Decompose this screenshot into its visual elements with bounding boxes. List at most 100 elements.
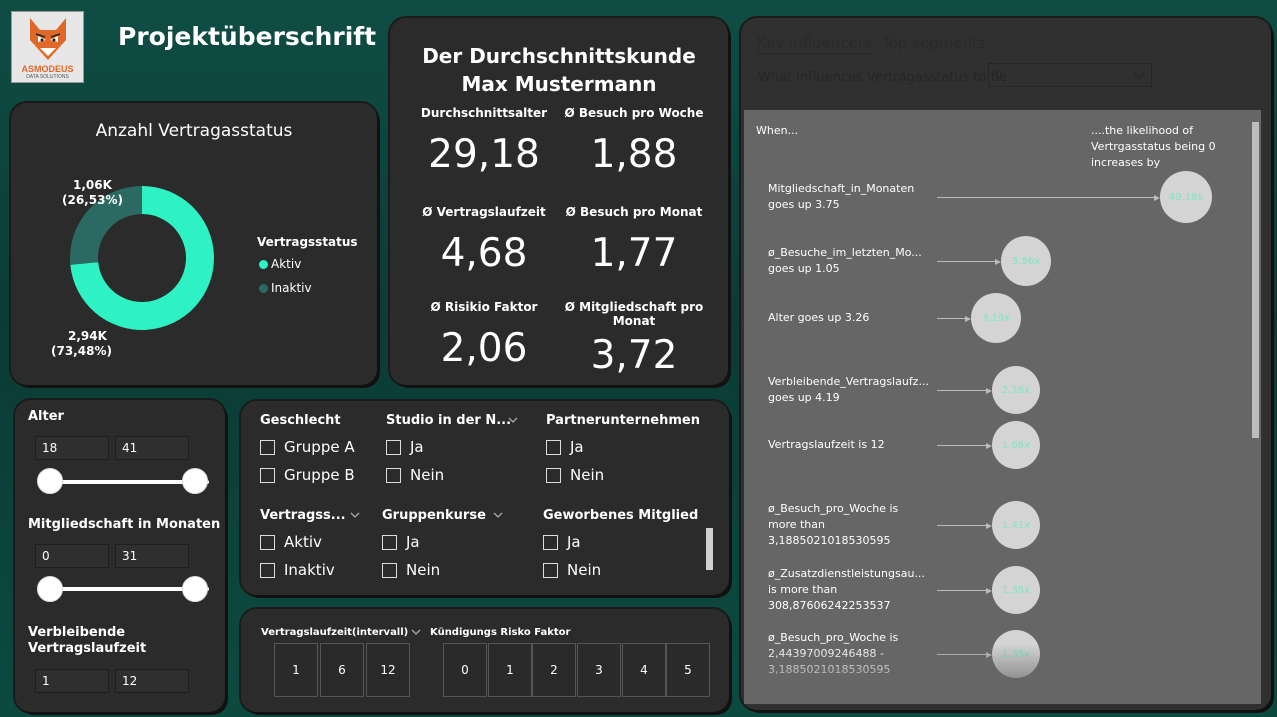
alter-max-input[interactable]: 41 xyxy=(115,436,189,460)
checkbox[interactable] xyxy=(382,534,397,550)
legend-item-inaktiv[interactable]: Inaktiv xyxy=(259,281,312,295)
filter-option-gruppe-b[interactable]: Gruppe B xyxy=(260,466,355,484)
ki-influencer-label[interactable]: Alter goes up 3.26 xyxy=(768,310,928,326)
tile-risiko-4[interactable]: 4 xyxy=(622,643,666,697)
tile-risiko-0[interactable]: 0 xyxy=(443,643,487,697)
ki-influencer-text: ø_Besuch_pro_Woche is xyxy=(768,631,899,644)
ki-influencer-label[interactable]: Verbleibende_Vertragslaufz...goes up 4.1… xyxy=(768,374,929,406)
kpi-value-membership: 3,72 xyxy=(590,333,678,378)
checkbox[interactable] xyxy=(543,534,558,550)
ki-influence-bubble[interactable]: 1,38x xyxy=(992,566,1040,614)
legend-dot-aktiv xyxy=(259,259,268,269)
filter-option-kurse-nein[interactable]: Nein xyxy=(382,561,440,579)
verbleibend-min-input[interactable]: 1 xyxy=(35,669,109,693)
ki-influencer-text: goes up 4.19 xyxy=(768,391,840,404)
verbleibend-max-input[interactable]: 12 xyxy=(115,669,189,693)
page-title: Projektüberschrift xyxy=(118,22,377,51)
tile-risiko-3[interactable]: 3 xyxy=(577,643,621,697)
ki-arrow-icon xyxy=(986,442,992,449)
ki-influencer-text: 308,87606242253537 xyxy=(768,599,891,612)
checkbox[interactable] xyxy=(260,467,275,483)
donut-slice-aktiv[interactable] xyxy=(70,186,214,330)
ki-influence-bubble[interactable]: 49,18x xyxy=(1160,171,1212,223)
tile-risiko-1[interactable]: 1 xyxy=(488,643,532,697)
ki-influence-bubble[interactable]: 2,18x xyxy=(992,366,1040,414)
ki-connector-line xyxy=(937,445,986,446)
ki-influence-bubble[interactable]: 1,41x xyxy=(992,501,1040,549)
filter-option-kurse-ja[interactable]: Ja xyxy=(382,533,420,551)
ki-influence-bubble[interactable]: 1,66x xyxy=(992,421,1040,469)
checkbox[interactable] xyxy=(546,439,561,455)
donut-label-aktiv-value: 2,94K xyxy=(68,329,107,343)
donut-label-aktiv-pct: (73,48%) xyxy=(51,344,112,358)
alter-slider-track[interactable] xyxy=(51,480,209,484)
ki-influence-bubble[interactable]: 3,56x xyxy=(1001,236,1051,286)
checkbox[interactable] xyxy=(543,562,558,578)
ki-arrow-icon xyxy=(965,315,971,322)
filter-option-inaktiv[interactable]: Inaktiv xyxy=(260,561,335,579)
donut-chart-card: Anzahl Vertragasstatus 1,06K (26,53%) 2,… xyxy=(11,103,377,385)
legend-title: Vertragsstatus xyxy=(257,235,358,249)
tab-key-influencers[interactable]: Key influencers xyxy=(757,34,872,55)
alter-max-handle[interactable] xyxy=(182,468,208,494)
checkbox[interactable] xyxy=(546,467,561,483)
filter-scrollbar[interactable] xyxy=(706,528,713,570)
tile-title-laufzeit: Vertragslaufzeit(intervall) xyxy=(261,627,409,638)
filter-option-geworben-ja[interactable]: Ja xyxy=(543,533,581,551)
tile-risiko-5[interactable]: 5 xyxy=(666,643,710,697)
ki-influencer-text: Alter goes up 3.26 xyxy=(768,311,870,324)
slider-title-mitgliedschaft: Mitgliedschaft in Monaten xyxy=(28,517,221,532)
donut-chart[interactable] xyxy=(69,185,215,331)
ki-scrollbar[interactable] xyxy=(1252,122,1259,438)
filter-option-partner-nein[interactable]: Nein xyxy=(546,466,604,484)
checkbox[interactable] xyxy=(260,439,275,455)
tab-top-segments[interactable]: Top segments xyxy=(882,34,986,52)
ki-influence-bubble[interactable]: 3,19x xyxy=(971,293,1021,343)
alter-min-input[interactable]: 18 xyxy=(35,436,109,460)
checkbox[interactable] xyxy=(386,439,401,455)
filter-option-studio-nein[interactable]: Nein xyxy=(386,466,444,484)
ki-influencer-label[interactable]: Mitgliedschaft_in_Monaten goes up 3.75 xyxy=(768,181,928,213)
chevron-down-icon[interactable] xyxy=(350,510,360,520)
mitglied-max-handle[interactable] xyxy=(182,576,208,602)
donut-label-inaktiv-value: 1,06K xyxy=(73,178,112,192)
filter-option-label: Ja xyxy=(570,438,584,456)
checkbox[interactable] xyxy=(260,534,275,550)
ki-value-select[interactable]: 0 xyxy=(988,63,1152,87)
kpi-heading: Der Durchschnittskunde Max Mustermann xyxy=(390,42,728,98)
mitglied-min-handle[interactable] xyxy=(37,576,63,602)
ki-influencer-text: Verbleibende_Vertragslaufz... xyxy=(768,375,929,388)
donut-label-inaktiv-pct: (26,53%) xyxy=(62,193,123,207)
ki-influencer-label[interactable]: ø_Besuch_pro_Woche is more than 3,18850210… xyxy=(768,501,928,549)
chevron-down-icon[interactable] xyxy=(411,627,421,637)
mitglied-max-input[interactable]: 31 xyxy=(115,544,189,568)
tile-laufzeit-1[interactable]: 1 xyxy=(274,643,318,697)
filter-option-gruppe-a[interactable]: Gruppe A xyxy=(260,438,355,456)
chevron-down-icon[interactable] xyxy=(493,510,503,520)
alter-min-handle[interactable] xyxy=(37,468,63,494)
ki-likelihood-line2: Vertrgasstatus being 0 xyxy=(1091,140,1216,153)
tile-laufzeit-6[interactable]: 6 xyxy=(320,643,364,697)
tile-laufzeit-12[interactable]: 12 xyxy=(366,643,410,697)
filter-option-geworben-nein[interactable]: Nein xyxy=(543,561,601,579)
checkbox[interactable] xyxy=(260,562,275,578)
mitglied-slider-track[interactable] xyxy=(51,587,209,591)
ki-influencer-label[interactable]: Vertragslaufzeit is 12 xyxy=(768,437,928,453)
ki-influencer-label[interactable]: ø_Zusatzdienstleistungsau... is more than… xyxy=(768,566,928,614)
ki-influencer-label[interactable]: ø_Besuche_im_letzten_Mo... goes up 1.05 xyxy=(768,245,928,277)
filter-option-studio-ja[interactable]: Ja xyxy=(386,438,424,456)
checkbox[interactable] xyxy=(382,562,397,578)
donut-label-aktiv: 2,94K (73,48%) xyxy=(51,329,112,359)
filter-option-aktiv[interactable]: Aktiv xyxy=(260,533,322,551)
kpi-value-age: 29,18 xyxy=(428,132,540,177)
mitglied-min-input[interactable]: 0 xyxy=(35,544,109,568)
company-logo: ASMODEUS DATA SOLUTIONS xyxy=(11,11,84,83)
checkbox[interactable] xyxy=(386,467,401,483)
legend-dot-inaktiv xyxy=(259,283,268,293)
chevron-down-icon[interactable] xyxy=(508,415,518,425)
legend-label-inaktiv: Inaktiv xyxy=(271,281,312,295)
legend-item-aktiv[interactable]: Aktiv xyxy=(259,257,301,271)
filter-option-partner-ja[interactable]: Ja xyxy=(546,438,584,456)
donut-slice-inaktiv[interactable] xyxy=(70,186,142,265)
tile-risiko-2[interactable]: 2 xyxy=(532,643,576,697)
